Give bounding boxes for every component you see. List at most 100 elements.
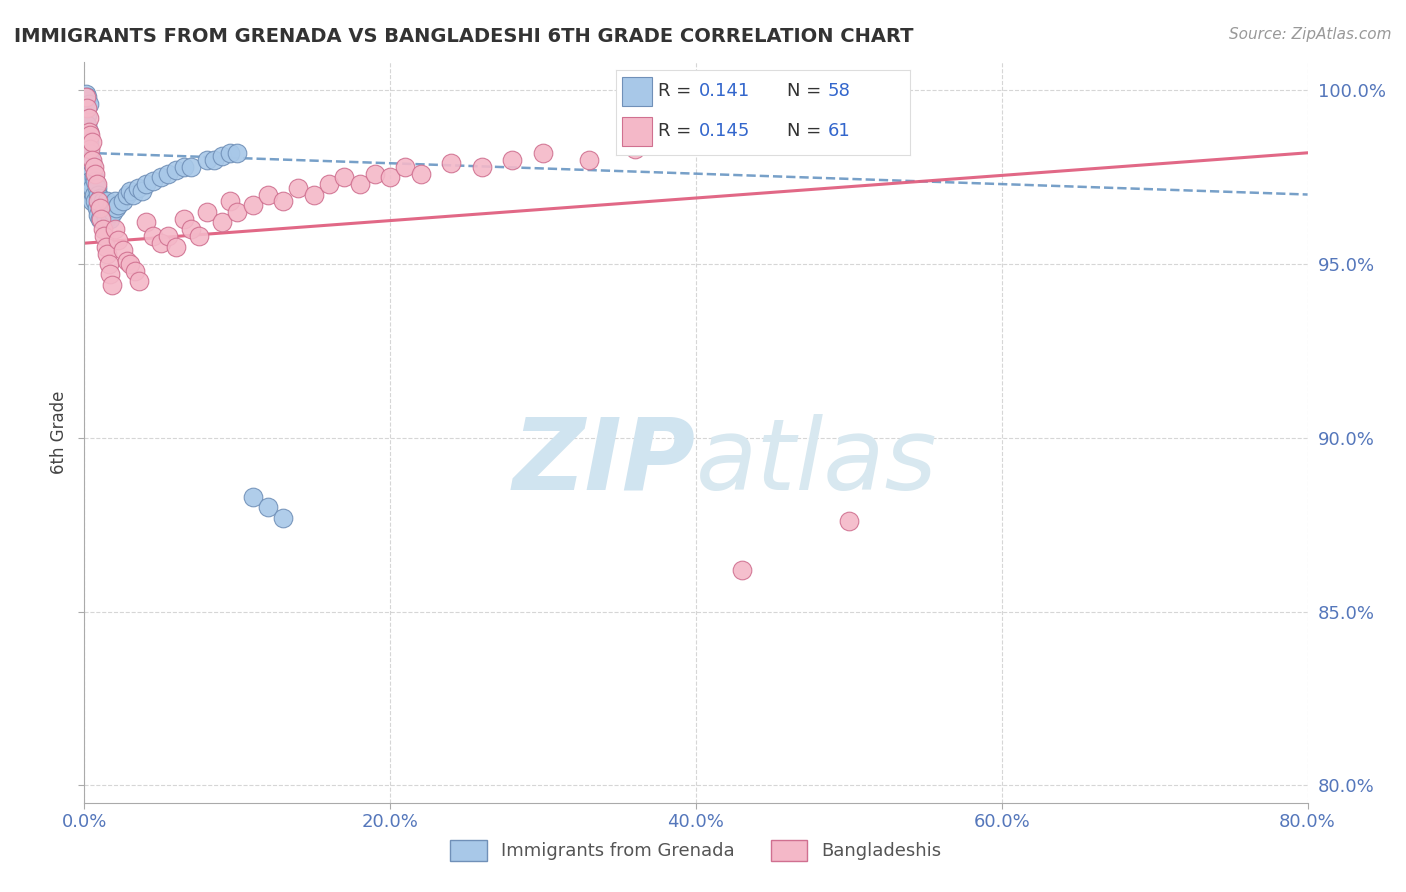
Point	[89, 211, 111, 226]
Point	[77, 125, 100, 139]
Point	[87, 187, 110, 202]
Point	[471, 160, 494, 174]
Point	[211, 215, 233, 229]
Point	[84, 194, 107, 209]
Point	[98, 211, 121, 226]
Point	[83, 170, 105, 185]
Point	[218, 194, 240, 209]
Point	[76, 118, 98, 132]
Point	[157, 229, 180, 244]
Point	[380, 170, 402, 185]
Point	[90, 202, 112, 216]
Point	[93, 205, 115, 219]
Point	[101, 277, 124, 292]
Point	[105, 202, 128, 216]
Point	[76, 107, 98, 121]
Point	[96, 194, 118, 209]
Point	[257, 187, 280, 202]
Point	[77, 97, 100, 112]
Legend: Immigrants from Grenada, Bangladeshis: Immigrants from Grenada, Bangladeshis	[443, 832, 949, 868]
Point	[624, 142, 647, 156]
Point	[87, 208, 110, 222]
Point	[87, 194, 110, 209]
Point	[124, 264, 146, 278]
Point	[302, 187, 325, 202]
Point	[531, 145, 554, 160]
Point	[120, 257, 142, 271]
Point	[107, 233, 129, 247]
Point	[195, 205, 218, 219]
Point	[75, 87, 97, 101]
Point	[218, 145, 240, 160]
Point	[142, 173, 165, 187]
Point	[75, 94, 97, 108]
Point	[271, 194, 294, 209]
Point	[80, 194, 103, 209]
Point	[211, 149, 233, 163]
Point	[165, 163, 187, 178]
Point	[364, 167, 387, 181]
Point	[98, 268, 121, 282]
Point	[242, 198, 264, 212]
Y-axis label: 6th Grade: 6th Grade	[49, 391, 67, 475]
Point	[180, 222, 202, 236]
Point	[685, 136, 707, 150]
Point	[89, 191, 111, 205]
Point	[83, 187, 105, 202]
Point	[84, 167, 107, 181]
Point	[349, 177, 371, 191]
Point	[149, 170, 172, 185]
Point	[120, 184, 142, 198]
Point	[115, 187, 138, 202]
Point	[79, 173, 101, 187]
Point	[107, 198, 129, 212]
Point	[128, 274, 150, 288]
Text: Source: ZipAtlas.com: Source: ZipAtlas.com	[1229, 27, 1392, 42]
Point	[94, 240, 117, 254]
Text: ZIP: ZIP	[513, 414, 696, 511]
Point	[79, 167, 101, 181]
Point	[202, 153, 225, 167]
Point	[318, 177, 340, 191]
Point	[75, 90, 97, 104]
Point	[394, 160, 416, 174]
Point	[76, 101, 98, 115]
Point	[77, 145, 100, 160]
Point	[77, 125, 100, 139]
Point	[127, 180, 149, 194]
Point	[79, 142, 101, 156]
Point	[111, 194, 134, 209]
Point	[287, 180, 309, 194]
Point	[226, 205, 249, 219]
Point	[86, 202, 108, 216]
Point	[135, 215, 157, 229]
Point	[157, 167, 180, 181]
Point	[257, 500, 280, 515]
Point	[101, 198, 124, 212]
Point	[97, 205, 120, 219]
Point	[94, 211, 117, 226]
Point	[76, 90, 98, 104]
Point	[80, 136, 103, 150]
Point	[149, 236, 172, 251]
Point	[90, 211, 112, 226]
Point	[79, 153, 101, 167]
Point	[83, 160, 105, 174]
Text: atlas: atlas	[696, 414, 938, 511]
Point	[97, 257, 120, 271]
Point	[89, 202, 111, 216]
Point	[91, 222, 114, 236]
Point	[271, 510, 294, 524]
Point	[86, 177, 108, 191]
Point	[84, 173, 107, 187]
Text: IMMIGRANTS FROM GRENADA VS BANGLADESHI 6TH GRADE CORRELATION CHART: IMMIGRANTS FROM GRENADA VS BANGLADESHI 6…	[14, 27, 914, 45]
Point	[180, 160, 202, 174]
Point	[440, 156, 463, 170]
Point	[115, 253, 138, 268]
Point	[502, 153, 524, 167]
Point	[104, 222, 127, 236]
Point	[122, 187, 145, 202]
Point	[131, 184, 153, 198]
Point	[173, 160, 195, 174]
Point	[80, 153, 103, 167]
